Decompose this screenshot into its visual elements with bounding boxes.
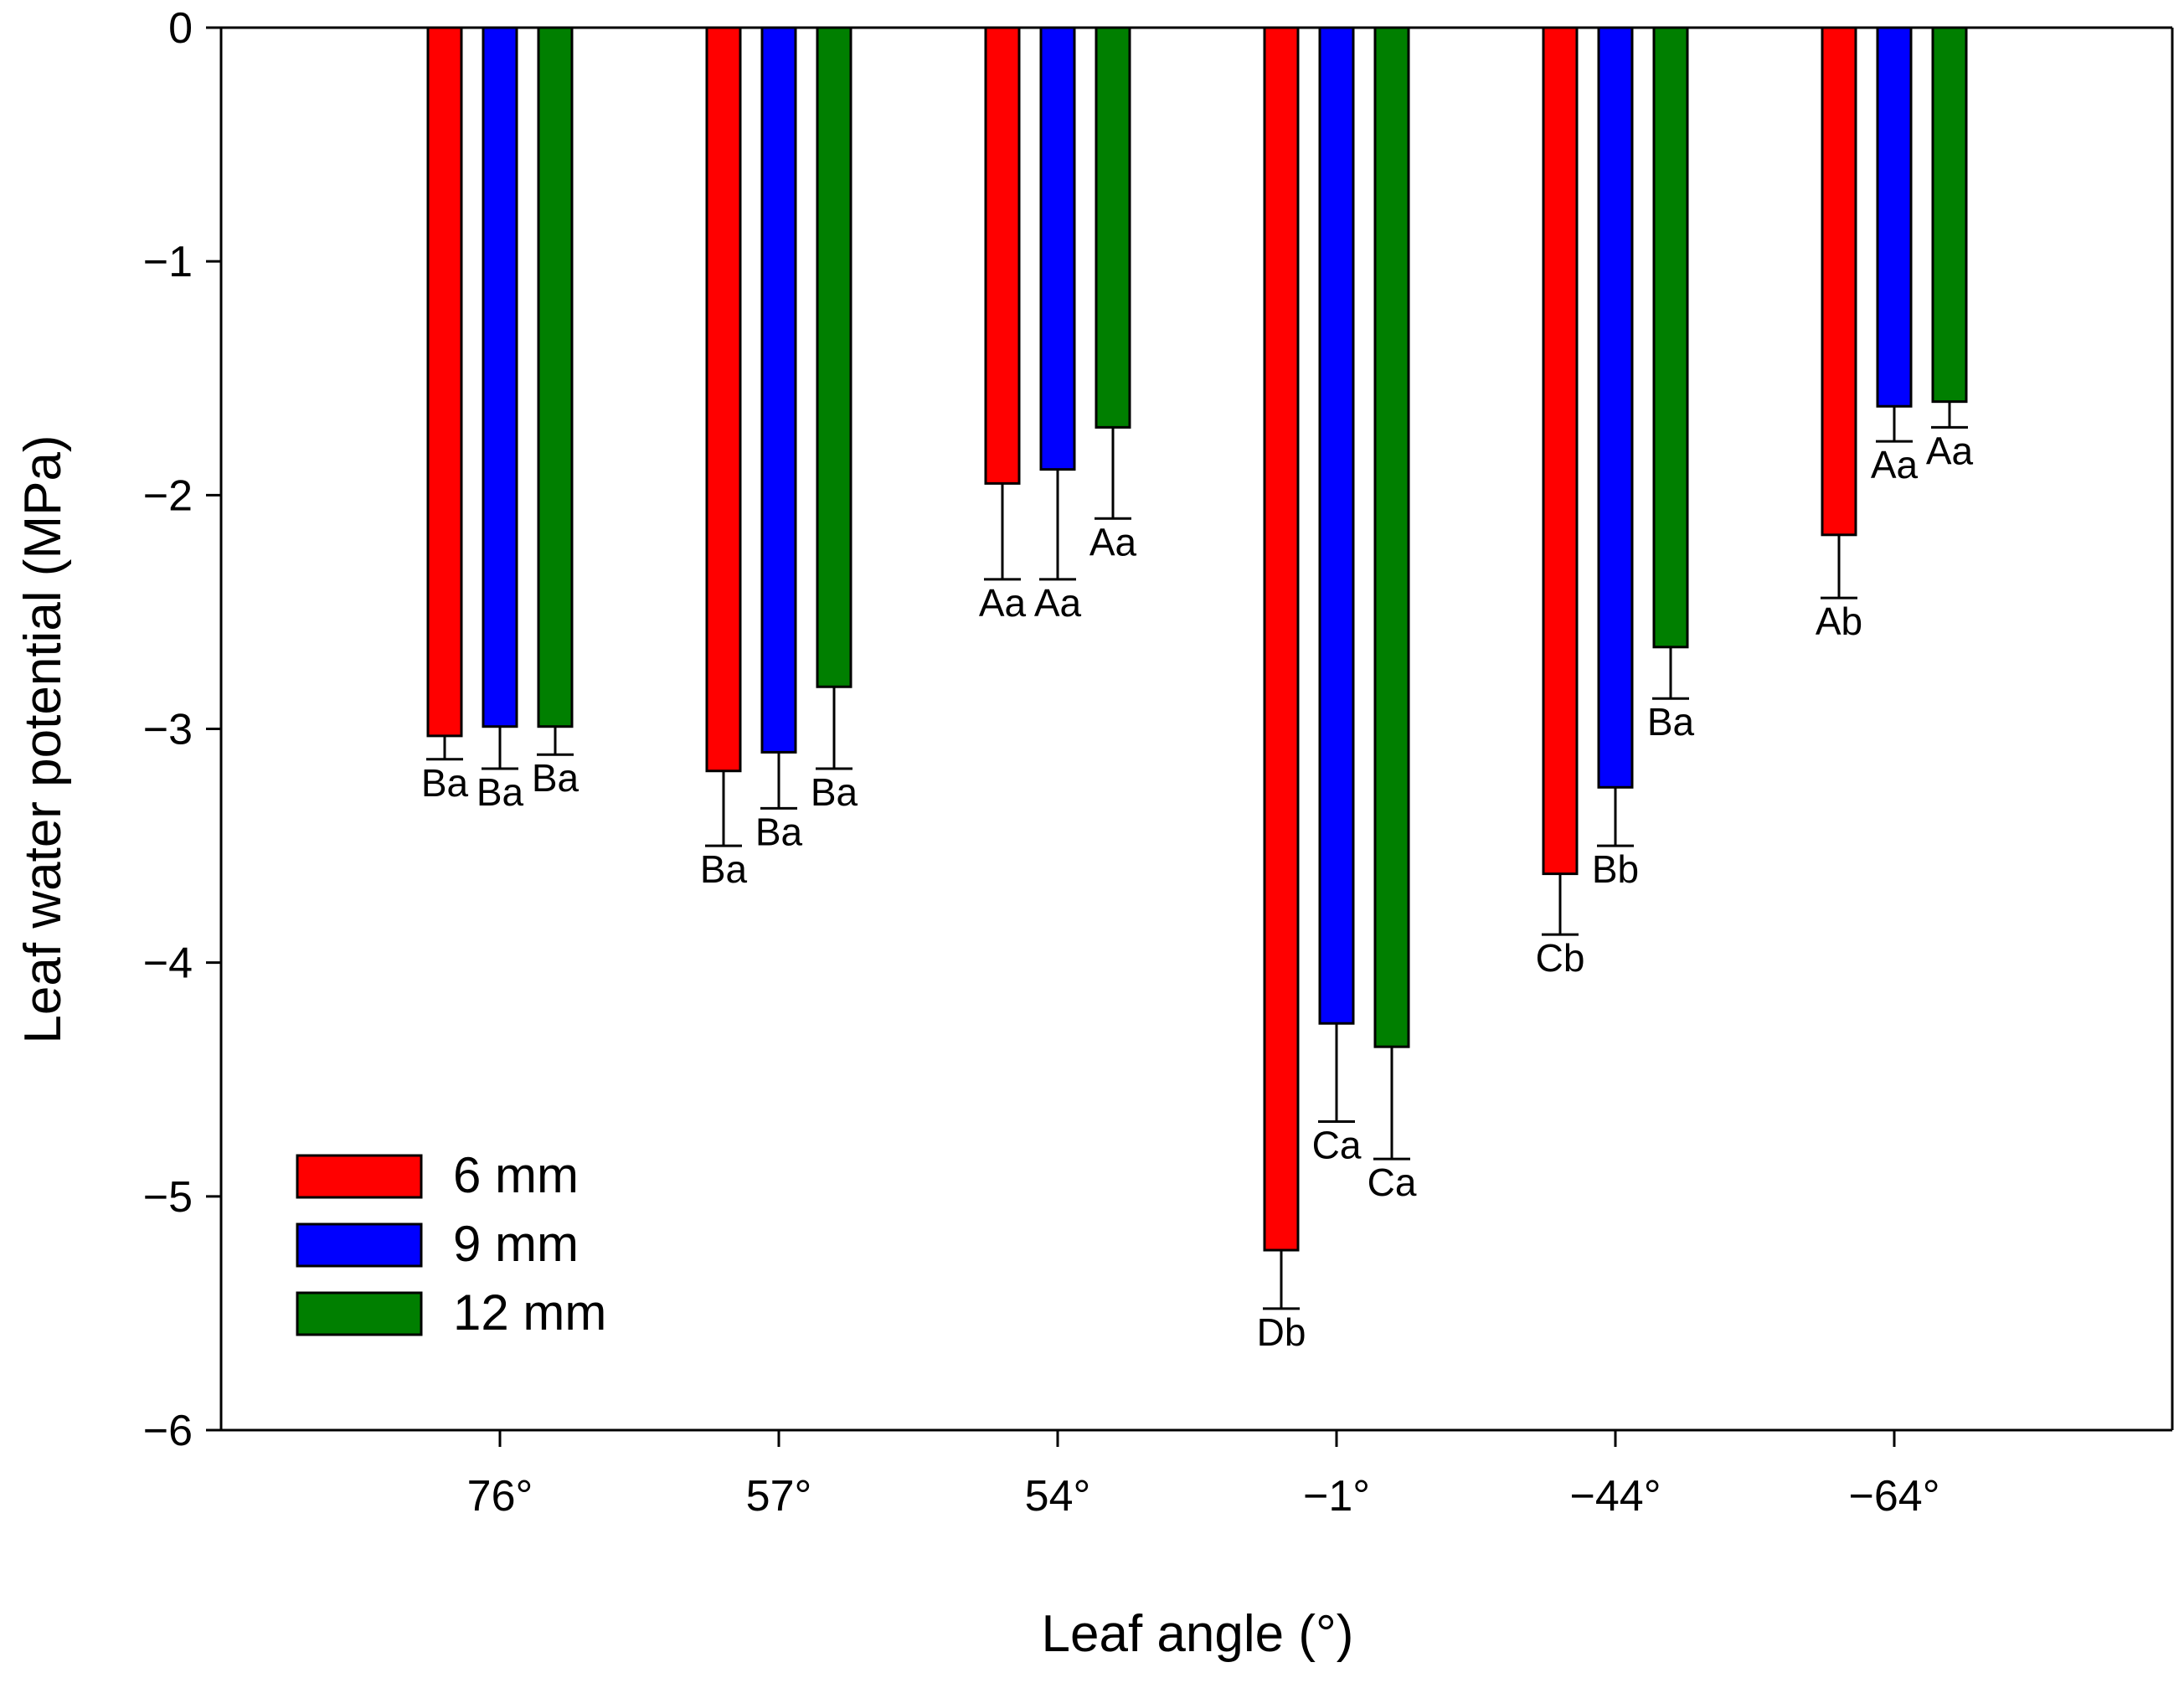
significance-label: Ba xyxy=(811,770,858,814)
significance-label: Ca xyxy=(1368,1161,1417,1204)
bar-12mm-3 xyxy=(1373,26,1410,1048)
legend-label: 12 mm xyxy=(453,1284,606,1341)
error-bars-group xyxy=(426,401,1968,1310)
bar-9mm-5 xyxy=(1876,26,1913,408)
bar-9mm-0 xyxy=(482,26,518,728)
significance-label: Bb xyxy=(1592,847,1639,891)
significance-label: Ab xyxy=(1816,600,1862,643)
bar-9mm-2 xyxy=(1039,26,1076,471)
significance-label: Aa xyxy=(1871,443,1919,486)
bar-6mm-4 xyxy=(1542,26,1579,876)
significance-label: Cb xyxy=(1536,936,1585,980)
y-tick-label: −6 xyxy=(143,1407,193,1455)
significance-label: Ba xyxy=(421,761,469,805)
bar-12mm-4 xyxy=(1652,26,1689,649)
bar-9mm-4 xyxy=(1597,26,1634,789)
significance-label: Aa xyxy=(979,581,1027,625)
bar-6mm-5 xyxy=(1821,26,1857,537)
x-tick-label: −1° xyxy=(1303,1472,1370,1521)
bar-6mm-1 xyxy=(705,26,742,773)
x-tick-label: 57° xyxy=(746,1472,812,1521)
significance-label: Ba xyxy=(1647,700,1695,744)
bar-12mm-2 xyxy=(1095,26,1131,429)
bar-12mm-0 xyxy=(537,26,574,728)
y-tick-label: −2 xyxy=(143,471,193,520)
significance-label: Db xyxy=(1257,1310,1306,1354)
legend-swatch-12mm xyxy=(296,1291,423,1336)
bar-6mm-0 xyxy=(426,26,463,738)
bar-12mm-5 xyxy=(1931,26,1968,404)
x-axis-title: Leaf angle (°) xyxy=(1042,1605,1354,1663)
significance-label: Aa xyxy=(1089,520,1137,564)
significance-label: Ba xyxy=(755,810,803,853)
x-tick-label: −64° xyxy=(1848,1472,1939,1521)
legend-swatch-6mm xyxy=(296,1154,423,1199)
bar-9mm-3 xyxy=(1318,26,1355,1025)
significance-label: Ba xyxy=(532,756,579,800)
y-tick-label: −4 xyxy=(143,939,193,988)
significance-label: Ca xyxy=(1312,1124,1362,1167)
x-tick-label: 76° xyxy=(467,1472,533,1521)
significance-label: Aa xyxy=(1034,581,1082,625)
significance-label: Ba xyxy=(476,770,524,814)
y-axis-title: Leaf water potential (MPa) xyxy=(14,435,72,1043)
significance-label: Aa xyxy=(1926,429,1974,472)
bar-12mm-1 xyxy=(816,26,852,688)
x-tick-label: −44° xyxy=(1569,1472,1661,1521)
bar-6mm-2 xyxy=(984,26,1021,485)
bars-group xyxy=(426,26,1968,1252)
y-tick-label: −5 xyxy=(143,1173,193,1222)
y-tick-label: −3 xyxy=(143,706,193,754)
x-tick-label: 54° xyxy=(1025,1472,1091,1521)
significance-label: Ba xyxy=(700,847,748,891)
y-tick-label: −1 xyxy=(143,238,193,286)
legend-label: 6 mm xyxy=(453,1147,579,1203)
legend: 6 mm 9 mm 12 mm xyxy=(296,1147,606,1341)
legend-swatch-9mm xyxy=(296,1222,423,1268)
legend-label: 9 mm xyxy=(453,1216,579,1272)
y-tick-label: 0 xyxy=(168,4,193,53)
axes-group: 0 −1 −2 −3 −4 −5 −6 76° 57° 54° −1° −44° −64° xyxy=(143,4,2174,1521)
bar-9mm-1 xyxy=(760,26,797,754)
bar-6mm-3 xyxy=(1263,26,1300,1252)
